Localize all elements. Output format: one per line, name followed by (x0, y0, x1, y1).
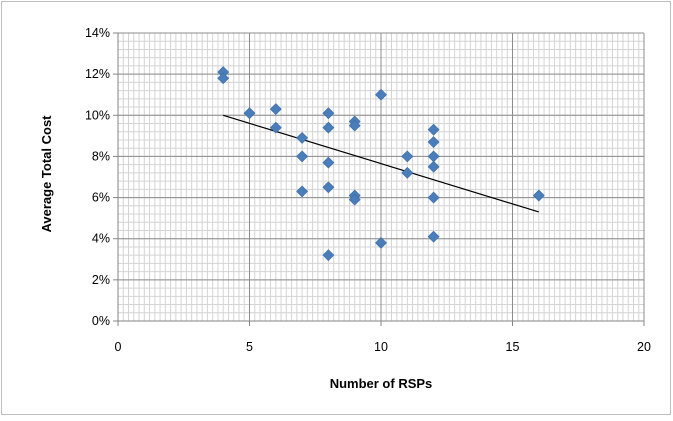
y-tick-label: 12% (85, 67, 110, 81)
y-axis-title: Average Total Cost (39, 115, 54, 233)
data-point (269, 103, 282, 116)
axes (113, 32, 645, 326)
y-tick-label: 2% (92, 273, 110, 287)
y-tick-label: 4% (92, 232, 110, 246)
gridlines (118, 32, 645, 321)
y-tick-label: 0% (92, 314, 110, 328)
data-point (322, 107, 335, 120)
data-point (532, 189, 545, 202)
x-axis-title: Number of RSPs (330, 376, 433, 391)
data-point (269, 121, 282, 134)
data-point (427, 191, 440, 204)
data-point (427, 136, 440, 148)
y-tick-label: 10% (85, 108, 110, 122)
data-point (427, 123, 440, 136)
data-point (296, 185, 309, 198)
data-point (427, 160, 440, 173)
data-point (401, 166, 414, 179)
data-point (322, 121, 335, 134)
data-point (401, 150, 414, 163)
y-tick-label: 6% (92, 191, 110, 205)
x-tick-label: 5 (246, 340, 253, 354)
data-point (296, 150, 309, 163)
data-point (322, 249, 335, 262)
data-point (427, 230, 440, 243)
data-point (427, 150, 440, 163)
x-tick-label: 20 (637, 340, 651, 354)
data-point (348, 119, 361, 132)
y-tick-label: 8% (92, 149, 110, 163)
x-tick-label: 15 (506, 340, 520, 354)
x-tick-label: 10 (374, 340, 388, 354)
scatter-chart: 0% 2% 4% 6% 8% 10% 12% 14% 0 5 10 15 20 Number of RS… (39, 26, 651, 391)
data-point (217, 72, 230, 85)
data-point (322, 181, 335, 194)
data-point (296, 131, 309, 144)
data-point (243, 107, 256, 120)
data-point (375, 236, 387, 249)
tick-labels: 0% 2% 4% 6% 8% 10% 12% 14% 0 5 10 15 20 (85, 26, 651, 354)
data-points (217, 66, 545, 262)
y-tick-label: 14% (85, 26, 110, 40)
chart-frame: 0% 2% 4% 6% 8% 10% 12% 14% 0 5 10 15 20 Number of RS… (1, 1, 671, 415)
data-point (322, 156, 335, 169)
data-point (375, 88, 387, 101)
data-point (348, 193, 361, 206)
x-tick-label: 0 (115, 340, 122, 354)
